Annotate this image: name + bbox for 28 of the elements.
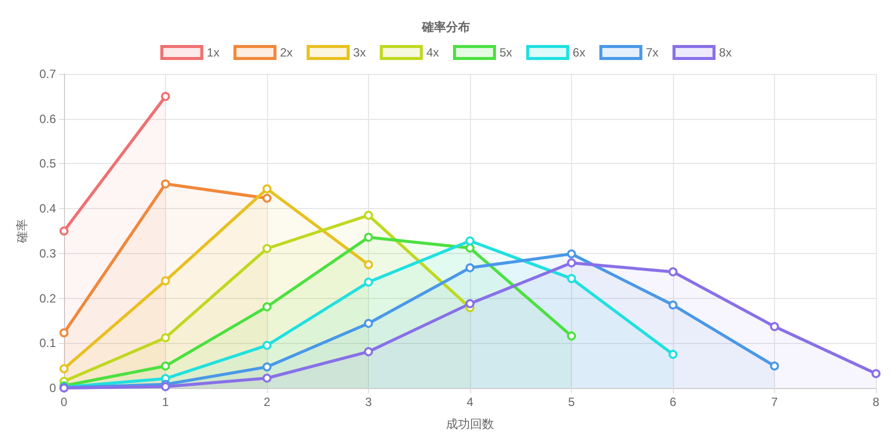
legend-label: 1x: [206, 46, 220, 60]
y-tick-label: 0.1: [39, 336, 56, 350]
y-tick-label: 0.4: [39, 202, 56, 216]
legend-label: 2x: [280, 46, 293, 60]
x-tick-label: 8: [872, 395, 880, 409]
legend-label: 3x: [353, 46, 366, 60]
x-tick-label: 2: [264, 395, 271, 409]
y-tick-label: 0.5: [39, 156, 56, 171]
x-tick-label: 7: [771, 395, 778, 409]
legend-label: 7x: [646, 46, 659, 60]
y-tick-label: 0.3: [39, 246, 56, 260]
legend-label: 8x: [719, 46, 732, 60]
chart-title: 確率分布: [421, 20, 470, 34]
y-tick-label: 0: [49, 381, 56, 395]
x-tick-label: 5: [568, 395, 576, 409]
x-tick-label: 1: [162, 395, 170, 409]
x-tick-label: 4: [466, 395, 474, 409]
y-tick-label: 0.7: [39, 67, 56, 81]
x-tick-label: 0: [60, 395, 68, 409]
y-tick-label: 0.6: [39, 112, 56, 126]
x-tick-label: 3: [365, 395, 372, 409]
x-axis-title: 成功回数: [446, 417, 494, 431]
y-axis-title: 確率: [15, 219, 29, 244]
y-tick-label: 0.2: [39, 291, 56, 306]
legend-label: 4x: [426, 46, 440, 60]
x-tick-label: 6: [670, 395, 677, 409]
legend-label: 6x: [572, 46, 586, 60]
legend-label: 5x: [500, 46, 512, 60]
